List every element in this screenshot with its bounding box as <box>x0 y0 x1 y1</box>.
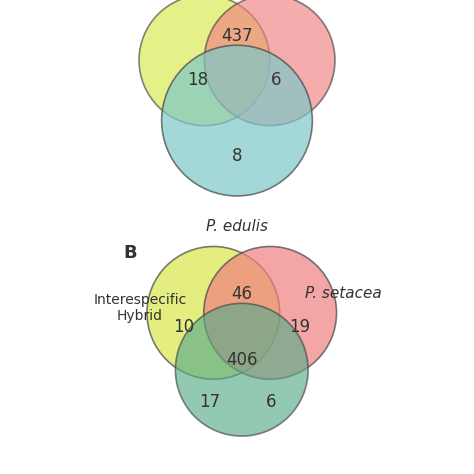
Text: 6: 6 <box>271 72 281 90</box>
Circle shape <box>162 45 312 196</box>
Text: 18: 18 <box>188 72 209 90</box>
Text: 17: 17 <box>199 393 220 410</box>
Text: B: B <box>123 244 137 262</box>
Circle shape <box>147 246 280 379</box>
Circle shape <box>204 246 337 379</box>
Circle shape <box>139 0 270 126</box>
Circle shape <box>175 303 308 436</box>
Text: 8: 8 <box>232 147 242 165</box>
Text: 46: 46 <box>231 285 252 303</box>
Text: 6: 6 <box>266 393 277 410</box>
Text: 406: 406 <box>226 351 257 369</box>
Circle shape <box>204 0 335 126</box>
Text: Interespecific
Hybrid: Interespecific Hybrid <box>93 293 186 323</box>
Text: 19: 19 <box>289 318 310 336</box>
Text: P. edulis: P. edulis <box>206 219 268 234</box>
Text: P. setacea: P. setacea <box>305 286 382 301</box>
Text: 437: 437 <box>221 27 253 46</box>
Text: 10: 10 <box>173 318 194 336</box>
